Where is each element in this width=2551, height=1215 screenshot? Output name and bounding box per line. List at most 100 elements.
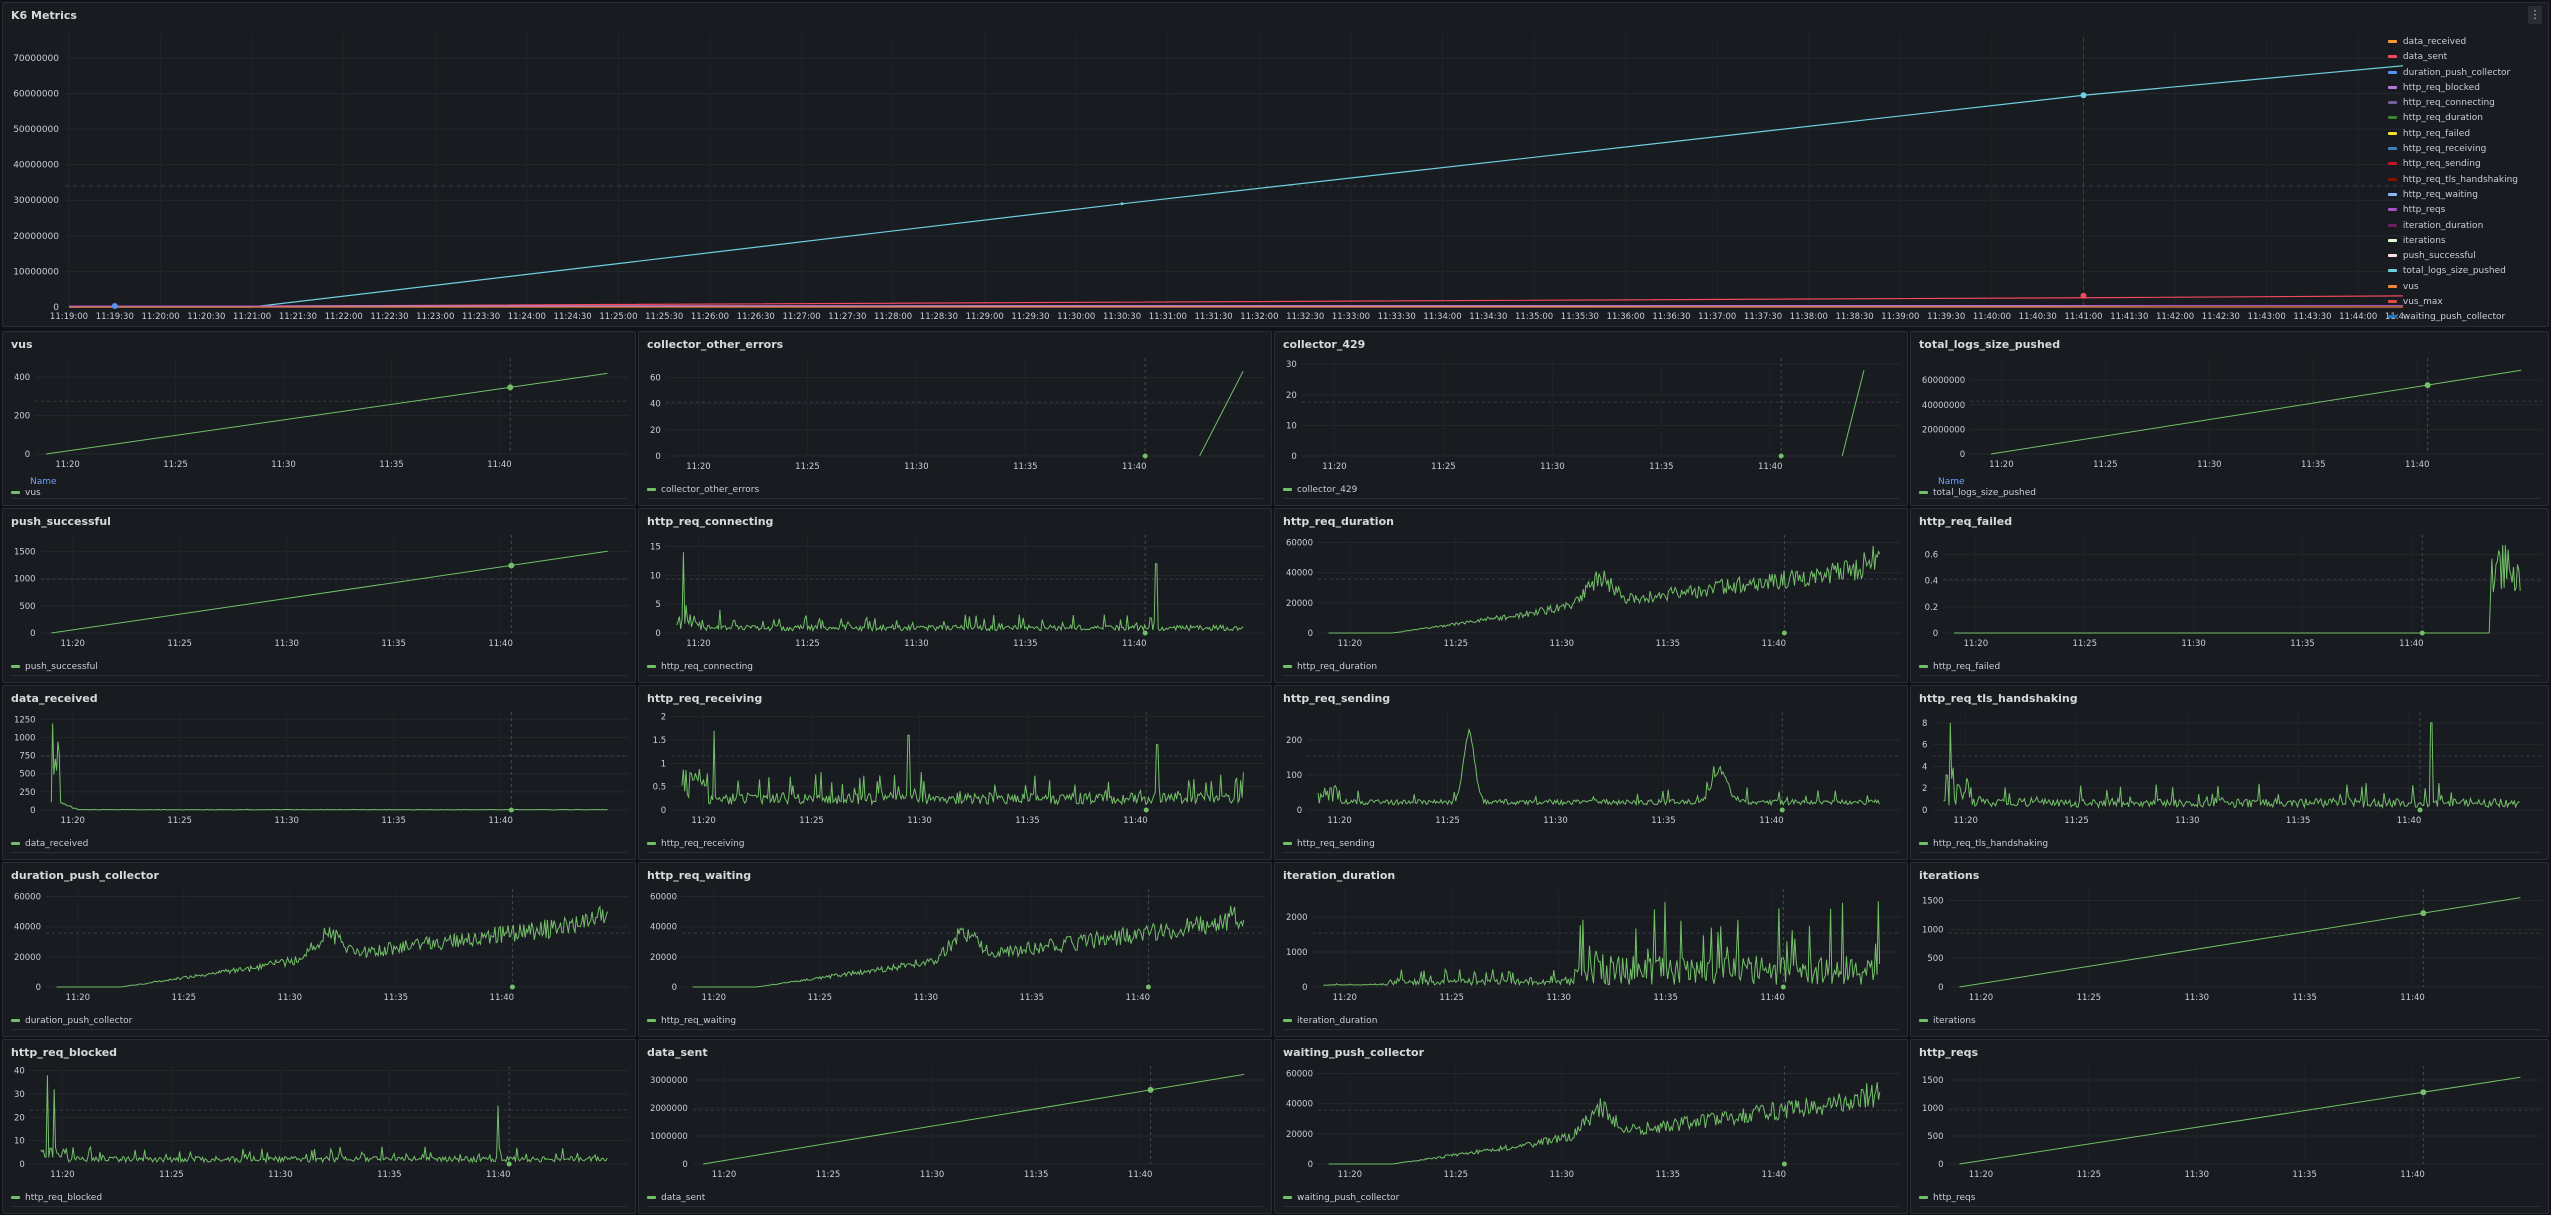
panel-chart[interactable]: 0 200 400 11:20 11:25 11:30 11:35 11:40 bbox=[3, 332, 636, 506]
panel-chart[interactable]: 0 10 20 30 11:20 11:25 11:30 11:35 11:40 bbox=[1275, 332, 1908, 506]
series-line bbox=[692, 905, 1245, 988]
x-tick-label: 11:35 bbox=[1024, 1170, 1049, 1180]
panel-chart[interactable]: 0 2 4 6 8 11:20 11:25 11:30 11:35 11:40 bbox=[1911, 686, 2549, 860]
legend-item[interactable]: http_req_sending bbox=[1283, 839, 1375, 849]
y-tick-label: 0.5 bbox=[653, 783, 667, 793]
legend-item[interactable]: duration_push_collector bbox=[11, 1016, 132, 1026]
legend-item-waiting_push_collector[interactable]: waiting_push_collector bbox=[2387, 310, 2518, 325]
x-tick-label: 11:31:30 bbox=[1195, 312, 1233, 322]
panel-chart[interactable]: 0 100 200 11:20 11:25 11:30 11:35 11:40 bbox=[1275, 686, 1908, 860]
legend-label: data_sent bbox=[2402, 52, 2448, 63]
data-point bbox=[1120, 202, 1124, 206]
legend-item[interactable]: http_req_failed bbox=[1919, 662, 2000, 672]
legend-item-total_logs_size_pushed[interactable]: total_logs_size_pushed bbox=[2387, 264, 2518, 279]
x-tick-label: 11:24:00 bbox=[508, 312, 546, 322]
panel-chart[interactable]: 0 20000 40000 60000 11:20 11:25 11:30 11:35 11:4… bbox=[3, 863, 636, 1037]
legend-item-iteration_duration[interactable]: iteration_duration bbox=[2387, 219, 2518, 234]
legend-item-http_req_failed[interactable]: http_req_failed bbox=[2387, 127, 2518, 142]
legend-item[interactable]: data_received bbox=[11, 839, 88, 849]
legend-item-data_received[interactable]: data_received bbox=[2387, 35, 2518, 50]
y-tick-label: 0 bbox=[30, 806, 35, 816]
x-tick-label: 11:43:00 bbox=[2248, 312, 2286, 322]
panel-chart[interactable]: 0 20000000 40000000 60000000 11:20 11:25 11:30… bbox=[1911, 332, 2549, 506]
panel-chart[interactable]: 0 20 40 60 11:20 11:25 11:30 11:35 11:40 bbox=[639, 332, 1272, 506]
y-tick-label: 0 bbox=[682, 1160, 687, 1170]
panel-http-req-sending: http_req_sending 0 100 200 11:20 11:25 11:30 11… bbox=[1274, 685, 1908, 860]
legend-item-push_successful[interactable]: push_successful bbox=[2387, 249, 2518, 264]
legend-item-http_req_connecting[interactable]: http_req_connecting bbox=[2387, 96, 2518, 111]
legend-item[interactable]: data_sent bbox=[647, 1193, 705, 1203]
legend-item-http_req_waiting[interactable]: http_req_waiting bbox=[2387, 188, 2518, 203]
legend-item[interactable]: http_req_waiting bbox=[647, 1016, 736, 1026]
legend-name-header[interactable]: Name bbox=[1938, 477, 1965, 487]
x-tick-label: 11:21:00 bbox=[233, 312, 271, 322]
legend-item[interactable]: http_req_duration bbox=[1283, 662, 1377, 672]
legend-item[interactable]: iterations bbox=[1919, 1016, 1976, 1026]
y-tick-label: 1000000 bbox=[650, 1132, 688, 1142]
legend-label: http_req_connecting bbox=[2402, 98, 2495, 109]
panel-chart[interactable]: 0 500 1000 1500 11:20 11:25 11:30 11:35 11:40 bbox=[3, 509, 636, 683]
legend-swatch bbox=[1283, 488, 1292, 491]
y-tick-label: 0 bbox=[1938, 1160, 1943, 1170]
legend-item[interactable]: vus bbox=[11, 488, 41, 498]
legend-item[interactable]: http_req_receiving bbox=[647, 839, 745, 849]
legend-item-duration_push_collector[interactable]: duration_push_collector bbox=[2387, 66, 2518, 81]
panel-chart[interactable]: 0 1000 2000 11:20 11:25 11:30 11:35 11:40 bbox=[1275, 863, 1908, 1037]
panel-chart[interactable]: 0 20000 40000 60000 11:20 11:25 11:30 11:35 11:4… bbox=[639, 863, 1272, 1037]
panel-chart[interactable]: 0 500 1000 1500 11:20 11:25 11:30 11:35 11:40 bbox=[1911, 863, 2549, 1037]
legend-item-data_sent[interactable]: data_sent bbox=[2387, 50, 2518, 65]
panel-chart[interactable]: 0 5 10 15 11:20 11:25 11:30 11:35 11:40 bbox=[639, 509, 1272, 683]
ellipsis-vertical-icon[interactable]: ⋮ bbox=[2528, 6, 2542, 24]
panel-chart[interactable]: 0 0.2 0.4 0.6 11:20 11:25 11:30 11:35 11:40 bbox=[1911, 509, 2549, 683]
legend-item-http_req_blocked[interactable]: http_req_blocked bbox=[2387, 81, 2518, 96]
main-chart[interactable]: 0 10000000 20000000 30000000 40000000 5000000… bbox=[3, 3, 2403, 323]
legend-item-http_req_tls_handshaking[interactable]: http_req_tls_handshaking bbox=[2387, 173, 2518, 188]
hover-point bbox=[506, 1161, 512, 1167]
legend-item-http_req_duration[interactable]: http_req_duration bbox=[2387, 111, 2518, 126]
x-tick-label: 11:40 bbox=[488, 639, 513, 649]
legend-item-vus[interactable]: vus bbox=[2387, 280, 2518, 295]
legend-item-iterations[interactable]: iterations bbox=[2387, 234, 2518, 249]
legend-name-header[interactable]: Name bbox=[30, 477, 57, 487]
legend-swatch bbox=[1919, 1019, 1928, 1022]
legend-item-vus_max[interactable]: vus_max bbox=[2387, 295, 2518, 310]
x-tick-label: 11:25 bbox=[1431, 462, 1456, 472]
legend-item[interactable]: http_req_blocked bbox=[11, 1193, 102, 1203]
legend-label: http_req_waiting bbox=[661, 1016, 737, 1026]
legend-item[interactable]: http_req_connecting bbox=[647, 662, 753, 672]
panel-chart[interactable]: 0 20000 40000 60000 11:20 11:25 11:30 11:35 11:4… bbox=[1275, 509, 1908, 683]
x-tick-label: 11:25 bbox=[2064, 816, 2089, 826]
y-tick-label: 40000 bbox=[14, 923, 41, 933]
legend-item[interactable]: collector_other_errors bbox=[647, 485, 759, 495]
legend-item[interactable]: http_reqs bbox=[1919, 1193, 1975, 1203]
panel-chart[interactable]: 0 10 20 30 40 11:20 11:25 11:30 11:35 11:40 bbox=[3, 1040, 636, 1214]
legend-item[interactable]: total_logs_size_pushed bbox=[1919, 488, 2036, 498]
y-tick-label: 10 bbox=[14, 1137, 25, 1147]
panel-data-sent: data_sent 0 1000000 2000000 3000000 11:20 11:2… bbox=[638, 1039, 1272, 1214]
legend-item-http_reqs[interactable]: http_reqs bbox=[2387, 203, 2518, 218]
legend-swatch bbox=[2387, 300, 2397, 304]
panel-chart[interactable]: 0 0.5 1 1.5 2 11:20 11:25 11:30 11:35 11:40 bbox=[639, 686, 1272, 860]
panel-chart[interactable]: 0 500 1000 1500 11:20 11:25 11:30 11:35 11:40 bbox=[1911, 1040, 2549, 1214]
hover-point bbox=[2420, 910, 2427, 917]
y-tick-label: 20 bbox=[14, 1113, 25, 1123]
panel-chart[interactable]: 0 20000 40000 60000 11:20 11:25 11:30 11:35 11:4… bbox=[1275, 1040, 1908, 1214]
panel-title: http_req_failed bbox=[1919, 515, 2013, 528]
legend-item-http_req_receiving[interactable]: http_req_receiving bbox=[2387, 142, 2518, 157]
y-tick-label: 20000 bbox=[650, 953, 677, 963]
legend-item[interactable]: iteration_duration bbox=[1283, 1016, 1377, 1026]
legend-item[interactable]: collector_429 bbox=[1283, 485, 1357, 495]
main-legend: data_received data_sent duration_push_coll… bbox=[2387, 35, 2518, 326]
panel-chart[interactable]: 0 250 500 750 1000 1250 11:20 11:25 11:30 11:35 11… bbox=[3, 686, 636, 860]
hover-point bbox=[509, 984, 515, 990]
legend-item[interactable]: http_req_tls_handshaking bbox=[1919, 839, 2048, 849]
y-tick-label: 40 bbox=[14, 1067, 25, 1077]
panel-http-req-waiting: http_req_waiting 0 20000 40000 60000 11:20 11:… bbox=[638, 862, 1272, 1037]
x-tick-label: 11:41:00 bbox=[2064, 312, 2102, 322]
legend-item[interactable]: waiting_push_collector bbox=[1283, 1193, 1399, 1203]
legend-item-http_req_sending[interactable]: http_req_sending bbox=[2387, 157, 2518, 172]
legend-swatch bbox=[2387, 177, 2397, 181]
legend-item[interactable]: push_successful bbox=[11, 662, 98, 672]
panel-chart[interactable]: 0 1000000 2000000 3000000 11:20 11:25 11:30 11:… bbox=[639, 1040, 1272, 1214]
panel-waiting-push-collector: waiting_push_collector 0 20000 40000 60000 11… bbox=[1274, 1039, 1908, 1214]
